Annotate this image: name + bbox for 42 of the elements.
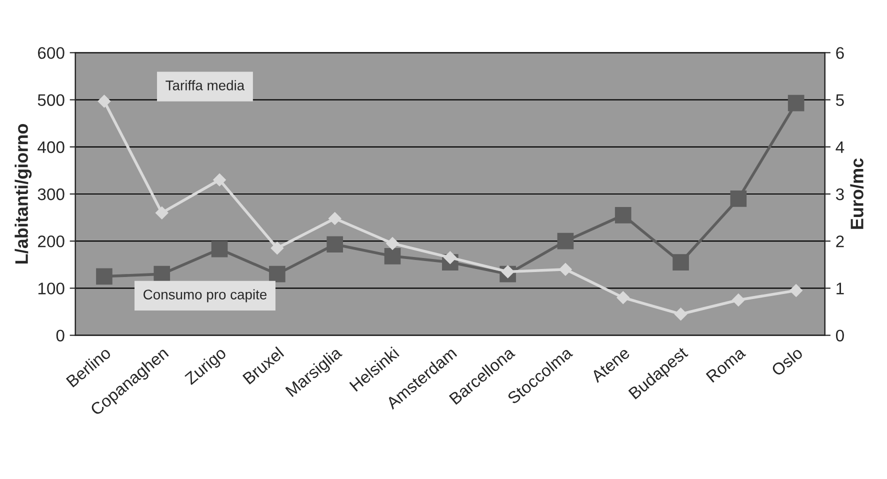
point xyxy=(211,240,228,258)
y-tick-label: 500 xyxy=(38,94,64,106)
point xyxy=(732,294,745,306)
point xyxy=(557,232,574,250)
y-tick-label: 100 xyxy=(38,282,64,294)
point xyxy=(270,242,284,255)
y2-axis-title: Euro/mc xyxy=(850,158,864,229)
y-tick-label: 0 xyxy=(56,330,64,342)
point xyxy=(444,251,457,264)
point xyxy=(96,268,112,285)
point xyxy=(614,207,632,224)
y-axis-title: L/abitanti/giorno xyxy=(14,124,32,264)
y2-tick-label: 6 xyxy=(836,47,844,59)
annotation: Tariffa media xyxy=(166,80,245,90)
y-tick-label: 400 xyxy=(38,141,64,154)
y-tick-label: 300 xyxy=(38,188,64,200)
y2-tick-label: 3 xyxy=(836,188,844,200)
y-tick-label: 600 xyxy=(38,47,64,59)
point xyxy=(616,291,630,304)
y2-tick-label: 1 xyxy=(836,282,844,294)
y-tick-label: 200 xyxy=(38,236,64,248)
point xyxy=(328,212,342,225)
annotation: Consumo pro capite xyxy=(144,289,267,302)
y2-tick-label: 2 xyxy=(836,236,844,248)
point xyxy=(326,236,343,253)
point xyxy=(386,237,399,250)
point xyxy=(730,190,747,207)
point xyxy=(672,254,689,270)
point xyxy=(155,206,168,220)
point xyxy=(213,173,226,186)
y2-tick-label: 5 xyxy=(836,94,844,106)
point xyxy=(269,266,286,282)
point xyxy=(788,94,804,112)
x-tick-label: Oslo xyxy=(770,346,804,377)
point xyxy=(154,266,170,282)
y2-tick-label: 0 xyxy=(836,330,844,342)
point xyxy=(674,308,688,321)
point xyxy=(559,262,572,276)
point xyxy=(98,94,111,108)
y2-tick-label: 4 xyxy=(836,141,844,153)
point xyxy=(384,248,401,264)
point xyxy=(790,284,802,297)
